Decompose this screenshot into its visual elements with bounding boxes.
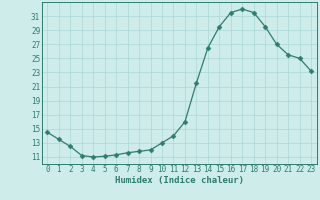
X-axis label: Humidex (Indice chaleur): Humidex (Indice chaleur) — [115, 176, 244, 185]
